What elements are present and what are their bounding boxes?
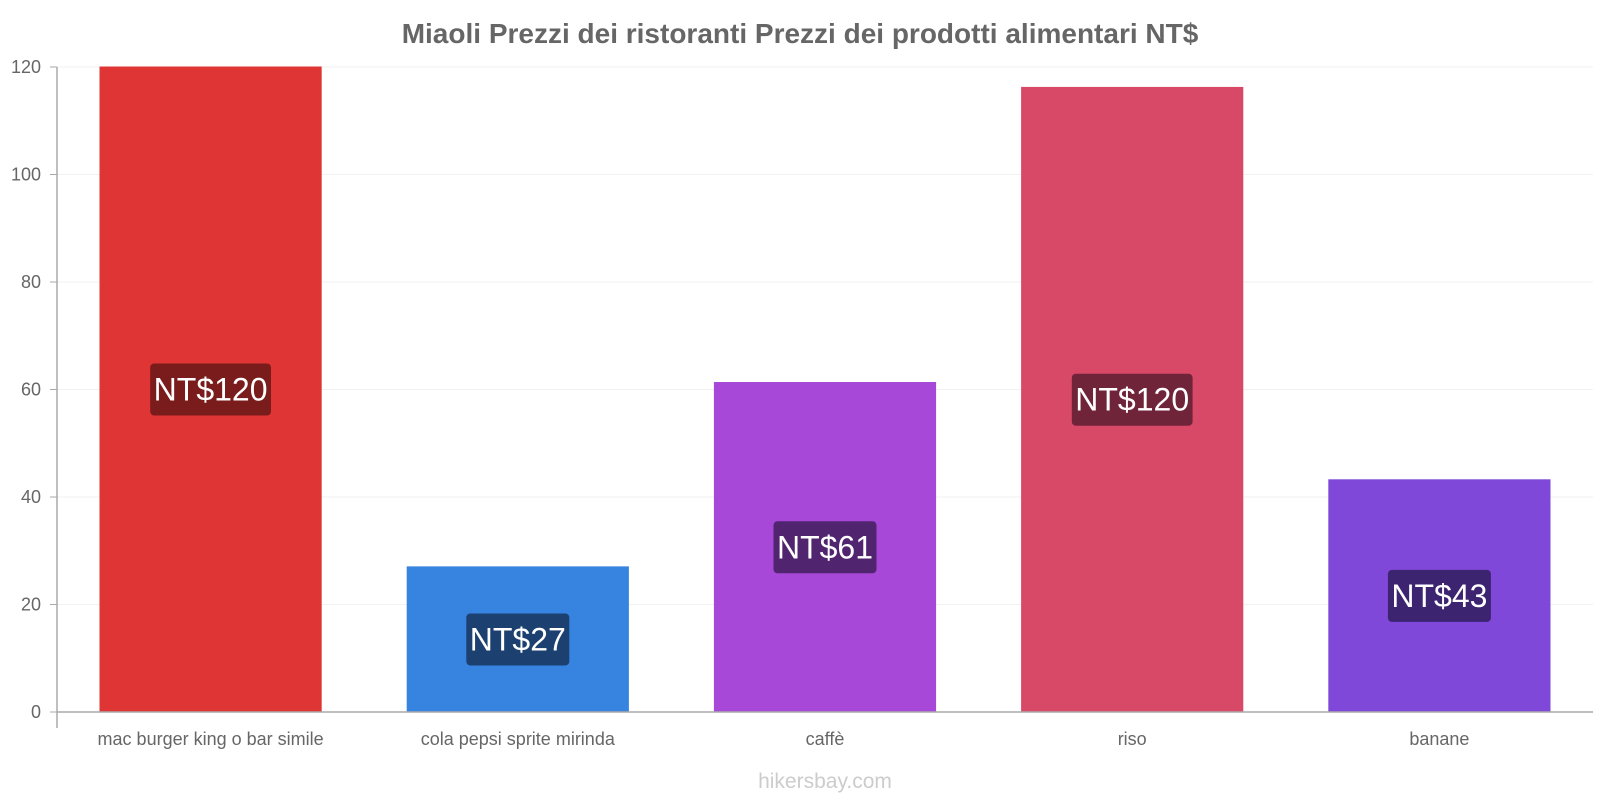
data-label: NT$43 bbox=[1391, 578, 1487, 614]
y-axis: 0 20 40 60 80 100 120 bbox=[11, 57, 58, 728]
watermark: hikersbay.com bbox=[758, 770, 892, 793]
data-label-box bbox=[150, 363, 271, 416]
y-tick-label: 120 bbox=[11, 57, 41, 77]
y-tick-label: 80 bbox=[21, 272, 41, 292]
y-tick-label: 60 bbox=[21, 380, 41, 400]
y-tick-label: 0 bbox=[31, 702, 41, 722]
data-label-box bbox=[773, 521, 877, 574]
data-label: NT$120 bbox=[1075, 382, 1189, 418]
data-label-box bbox=[1071, 373, 1193, 426]
data-labels: NT$120 NT$27 NT$61 NT$120 NT$43 bbox=[150, 363, 1491, 666]
data-label: NT$61 bbox=[777, 529, 873, 565]
x-tick-label: cola pepsi sprite mirinda bbox=[421, 729, 616, 749]
bars bbox=[99, 66, 1551, 713]
x-tick-label: riso bbox=[1118, 729, 1147, 749]
data-label: NT$27 bbox=[470, 621, 566, 657]
x-tick-label: banane bbox=[1409, 729, 1469, 749]
x-axis: mac burger king o bar simile cola pepsi s… bbox=[57, 711, 1593, 749]
data-label-box bbox=[1387, 569, 1491, 622]
chart-title: Miaoli Prezzi dei ristoranti Prezzi dei … bbox=[402, 18, 1199, 49]
y-tick-label: 40 bbox=[21, 487, 41, 507]
x-tick-label: mac burger king o bar simile bbox=[98, 729, 324, 749]
x-tick-label: caffè bbox=[806, 729, 845, 749]
data-label: NT$120 bbox=[154, 372, 268, 408]
y-tick-label: 100 bbox=[11, 165, 41, 185]
data-label-box bbox=[466, 613, 570, 666]
y-tick-label: 20 bbox=[21, 595, 41, 615]
